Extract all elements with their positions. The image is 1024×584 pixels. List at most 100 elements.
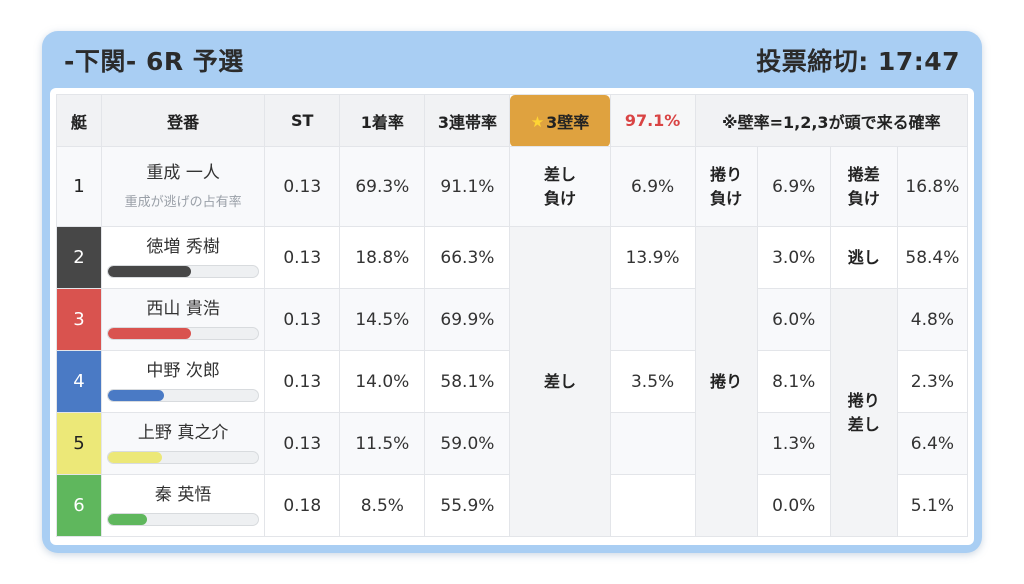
wall-rate-label: 3壁率 [546, 112, 590, 132]
label-makurisashi-lose: 捲差 負け [829, 146, 898, 227]
top3-rate-value: 69.9% [424, 288, 511, 351]
makurisashi-value: 2.3% [896, 350, 969, 413]
race-card: -下関- 6R 予選 投票締切: 17:47 艇 登番 ST 1着率 3連帯率 … [42, 31, 982, 553]
share-bar-fill [108, 513, 148, 525]
sashi-value: 13.9% [609, 226, 696, 289]
table-header-row: 艇 登番 ST 1着率 3連帯率 ★ 3壁率 97.1% ※壁率=1,2,3が頭で… [55, 94, 969, 147]
racer-row-2: 2 徳増 秀樹 0.13 18.8% 66.3% 差し 13.9% 捲り 3.0… [55, 226, 969, 537]
sashi-value [609, 474, 696, 537]
boat-number-4: 4 [55, 350, 103, 413]
racer-row-3: 3 西山 貴浩 0.13 14.5% 69.9% 6.0% 捲り 差し 4.8% [55, 288, 969, 537]
label-makuri-lose: 捲り 負け [694, 146, 758, 227]
share-bar-fill [108, 265, 191, 277]
win-rate-value: 11.5% [339, 412, 426, 475]
share-bar [107, 388, 260, 402]
share-bar [107, 326, 260, 340]
racer-cell-3: 西山 貴浩 [101, 288, 266, 351]
racer-name: 西山 貴浩 [146, 299, 220, 320]
racer-cell-1: 重成 一人 重成が逃げの占有率 [101, 146, 266, 227]
win-rate-value: 8.5% [339, 474, 426, 537]
win-rate-value: 18.8% [339, 226, 426, 289]
label-makuri-sashi-merged: 捲り 差し [829, 288, 898, 537]
racer-row-4: 4 中野 次郎 0.13 14.0% 58.1% 3.5% 8.1% 2.3% [55, 350, 969, 413]
vote-deadline: 投票締切: 17:47 [756, 46, 960, 76]
win-rate-value: 69.3% [339, 146, 426, 227]
makuri-value: 0.0% [756, 474, 831, 537]
racer-name: 徳増 秀樹 [146, 237, 220, 258]
col-header-racer: 登番 [101, 94, 266, 147]
makuri-value: 1.3% [756, 412, 831, 475]
share-bar [107, 512, 260, 526]
racer-name: 重成 一人 [146, 163, 220, 184]
col-header-boat: 艇 [55, 94, 103, 147]
makuri-value: 8.1% [756, 350, 831, 413]
racer-cell-4: 中野 次郎 [101, 350, 266, 413]
top3-rate-value: 59.0% [424, 412, 511, 475]
racer-row-1: 1 重成 一人 重成が逃げの占有率 0.13 69.3% 91.1% 差し 負け… [55, 146, 969, 227]
makurisashi-value: 4.8% [896, 288, 969, 351]
label-nigashi: 逃し [829, 226, 898, 289]
makuri-value: 3.0% [756, 226, 831, 289]
makurisashi-value: 6.4% [896, 412, 969, 475]
racer-cell-2: 徳増 秀樹 [101, 226, 266, 289]
win-rate-value: 14.5% [339, 288, 426, 351]
share-bar-fill [108, 327, 191, 339]
st-value: 0.13 [264, 350, 341, 413]
wall-rate-value: 97.1% [609, 94, 696, 147]
sashi-value [609, 412, 696, 475]
makuri-value: 6.0% [756, 288, 831, 351]
boat-number-3: 3 [55, 288, 103, 351]
makurisashi-value: 16.8% [896, 146, 969, 227]
sashi-value [609, 288, 696, 351]
top3-rate-value: 91.1% [424, 146, 511, 227]
win-rate-value: 14.0% [339, 350, 426, 413]
share-bar [107, 450, 260, 464]
racer-name: 上野 真之介 [137, 423, 229, 444]
boat-number-2: 2 [55, 226, 103, 289]
label-makuri-merged: 捲り [694, 226, 758, 537]
label-line: 捲り [847, 391, 880, 411]
boat-number-5: 5 [55, 412, 103, 475]
race-table-area: 艇 登番 ST 1着率 3連帯率 ★ 3壁率 97.1% ※壁率=1,2,3が頭で… [50, 88, 974, 545]
top3-rate-value: 55.9% [424, 474, 511, 537]
wall-rate-button[interactable]: ★ 3壁率 [509, 94, 611, 147]
racer-subtext: 重成が逃げの占有率 [124, 194, 242, 210]
label-line: 差し [847, 414, 880, 434]
racer-cell-5: 上野 真之介 [101, 412, 266, 475]
label-sashi-merged: 差し [509, 226, 611, 537]
label-line: 負け [847, 188, 880, 208]
racer-name: 秦 英悟 [154, 485, 212, 506]
race-title: -下関- 6R 予選 [64, 46, 244, 76]
st-value: 0.13 [264, 226, 341, 289]
card-header: -下関- 6R 予選 投票締切: 17:47 [50, 31, 974, 88]
label-line: 捲り [710, 165, 743, 185]
boat-number-1: 1 [55, 146, 103, 227]
racer-row-5: 5 上野 真之介 0.13 11.5% 59.0% 1.3% 6.4% [55, 412, 969, 475]
racer-row-6: 6 秦 英悟 0.18 8.5% 55.9% 0.0% 5.1% [55, 474, 969, 537]
sashi-value: 6.9% [609, 146, 696, 227]
top3-rate-value: 66.3% [424, 226, 511, 289]
label-line: 差し [543, 165, 576, 185]
racer-cell-6: 秦 英悟 [101, 474, 266, 537]
sashi-value: 3.5% [609, 350, 696, 413]
top3-rate-value: 58.1% [424, 350, 511, 413]
st-value: 0.13 [264, 288, 341, 351]
label-line: 負け [543, 188, 576, 208]
makurisashi-value: 5.1% [896, 474, 969, 537]
racer-name: 中野 次郎 [146, 361, 220, 382]
st-value: 0.18 [264, 474, 341, 537]
boat-number-6: 6 [55, 474, 103, 537]
col-header-top3-rate: 3連帯率 [424, 94, 511, 147]
label-sashi-lose: 差し 負け [509, 146, 611, 227]
label-line: 捲差 [847, 165, 880, 185]
st-value: 0.13 [264, 412, 341, 475]
label-line: 負け [710, 188, 743, 208]
star-icon: ★ [530, 112, 545, 131]
col-header-win-rate: 1着率 [339, 94, 426, 147]
wall-rate-note: ※壁率=1,2,3が頭で来る確率 [694, 94, 969, 147]
st-value: 0.13 [264, 146, 341, 227]
share-bar-fill [108, 389, 164, 401]
share-bar [107, 264, 260, 278]
share-bar-fill [108, 451, 163, 463]
race-table: 艇 登番 ST 1着率 3連帯率 ★ 3壁率 97.1% ※壁率=1,2,3が頭で… [55, 94, 969, 537]
